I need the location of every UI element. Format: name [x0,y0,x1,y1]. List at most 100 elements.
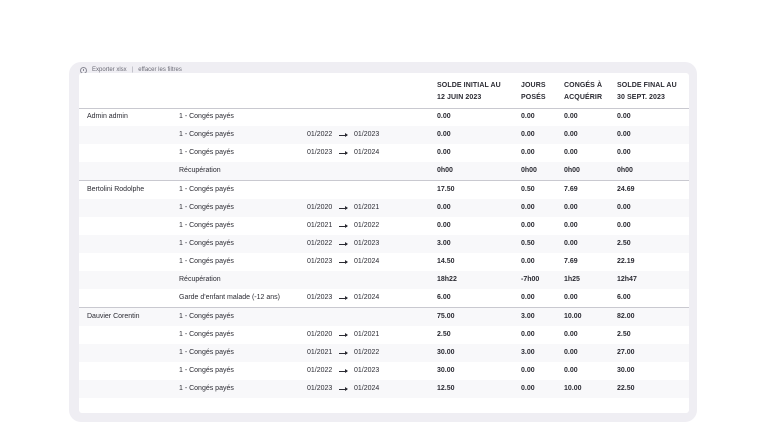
period-start: 01/2020 [307,204,333,211]
jours-poses-cell: 0.00 [521,258,535,265]
solde-initial-cell: 18h22 [437,276,457,283]
jours-poses-cell: 0.00 [521,113,535,120]
header-line: SOLDE FINAL AU [617,82,677,89]
clear-filters-link[interactable]: effacer les filtres [138,67,182,73]
solde-initial-cell: 0h00 [437,167,453,174]
export-xlsx-link[interactable]: Exporter xlsx [92,67,127,73]
period-end: 01/2024 [354,149,380,156]
period-start: 01/2022 [307,240,333,247]
jours-poses-cell: 0.00 [521,222,535,229]
period-start: 01/2021 [307,349,333,356]
header-jours-poses[interactable]: JOURS POSÉS [521,80,546,104]
period-end: 01/2022 [354,349,380,356]
leave-type: 1 - Congés payés [179,149,234,156]
table-row: 1 - Congés payés 01/2023 01/2024 0.00 0.00 0.… [79,144,689,162]
period-end: 01/2021 [354,331,380,338]
solde-initial-cell: 0.00 [437,204,451,211]
leave-balance-table: SOLDE INITIAL AU 12 JUIN 2023 JOURS POSÉ… [79,73,689,413]
header-line: 12 JUIN 2023 [437,94,482,101]
arrow-right-icon [339,386,348,391]
period-end: 01/2021 [354,204,380,211]
period-end: 01/2023 [354,367,380,374]
header-line: CONGÉS À [564,82,603,89]
solde-final-cell: 0.00 [617,204,631,211]
jours-poses-cell: 0.00 [521,131,535,138]
jours-poses-cell: 3.00 [521,349,535,356]
solde-final-cell: 27.00 [617,349,635,356]
solde-initial-cell: 2.50 [437,331,451,338]
solde-initial-cell: 17.50 [437,186,455,193]
table-row: Récupération 18h22 -7h00 1h25 12h47 [79,271,689,289]
conges-acquerir-cell: 1h25 [564,276,580,283]
period-start: 01/2023 [307,294,333,301]
table-row: Dauvier Corentin 1 - Congés payés 75.00 3.0… [79,307,689,326]
header-line: SOLDE INITIAL AU [437,82,501,89]
leave-type: 1 - Congés payés [179,113,234,120]
table-header: SOLDE INITIAL AU 12 JUIN 2023 JOURS POSÉ… [79,73,689,109]
table-row: 1 - Congés payés 01/2022 01/2023 0.00 0.00 0.… [79,126,689,144]
solde-initial-cell: 0.00 [437,113,451,120]
header-solde-initial[interactable]: SOLDE INITIAL AU 12 JUIN 2023 [437,80,501,104]
leave-type: 1 - Congés payés [179,349,234,356]
solde-final-cell: 24.69 [617,186,635,193]
conges-acquerir-cell: 0.00 [564,331,578,338]
solde-initial-cell: 3.00 [437,240,451,247]
table-row: 1 - Congés payés 01/2020 01/2021 2.50 0.00 0.… [79,326,689,344]
conges-acquerir-cell: 0.00 [564,349,578,356]
period-start: 01/2020 [307,331,333,338]
solde-final-cell: 0h00 [617,167,633,174]
period-end: 01/2024 [354,294,380,301]
arrow-right-icon [339,150,348,155]
leave-type: 1 - Congés payés [179,131,234,138]
leave-type: 1 - Congés payés [179,186,234,193]
arrow-right-icon [339,241,348,246]
period-end: 01/2023 [354,131,380,138]
period-start: 01/2021 [307,222,333,229]
conges-acquerir-cell: 10.00 [564,313,582,320]
table-row: Récupération 0h00 0h00 0h00 0h00 [79,162,689,180]
conges-acquerir-cell: 0h00 [564,167,580,174]
conges-acquerir-cell: 0.00 [564,204,578,211]
leave-type: Garde d'enfant malade (-12 ans) [179,294,280,301]
header-solde-final[interactable]: SOLDE FINAL AU 30 SEPT. 2023 [617,80,677,104]
table-row: Bertolini Rodolphe 1 - Congés payés 17.50 0… [79,180,689,199]
leave-type: 1 - Congés payés [179,331,234,338]
employee-name: Bertolini Rodolphe [87,186,145,193]
table-row: 1 - Congés payés 01/2023 01/2024 14.50 0.00 7… [79,253,689,271]
table-row: 1 - Congés payés 01/2021 01/2022 30.00 3.00 0… [79,344,689,362]
period-end: 01/2024 [354,258,380,265]
leave-type: 1 - Congés payés [179,385,234,392]
period-start: 01/2023 [307,385,333,392]
period-start: 01/2023 [307,258,333,265]
header-line: 30 SEPT. 2023 [617,94,665,101]
jours-poses-cell: 0.00 [521,294,535,301]
jours-poses-cell: 0.00 [521,149,535,156]
conges-acquerir-cell: 7.69 [564,258,578,265]
conges-acquerir-cell: 0.00 [564,113,578,120]
jours-poses-cell: 0h00 [521,167,537,174]
solde-initial-cell: 30.00 [437,349,455,356]
solde-final-cell: 2.50 [617,240,631,247]
solde-final-cell: 2.50 [617,331,631,338]
arrow-right-icon [339,132,348,137]
jours-poses-cell: 0.00 [521,385,535,392]
period-end: 01/2023 [354,240,380,247]
solde-initial-cell: 0.00 [437,222,451,229]
solde-final-cell: 0.00 [617,149,631,156]
period-start: 01/2023 [307,149,333,156]
solde-initial-cell: 30.00 [437,367,455,374]
solde-final-cell: 0.00 [617,113,631,120]
conges-acquerir-cell: 7.69 [564,186,578,193]
table-row: 1 - Congés payés 01/2020 01/2021 0.00 0.00 0.… [79,199,689,217]
solde-initial-cell: 6.00 [437,294,451,301]
solde-final-cell: 12h47 [617,276,637,283]
leave-type: 1 - Congés payés [179,204,234,211]
arrow-right-icon [339,295,348,300]
period-end: 01/2024 [354,385,380,392]
leave-type: Récupération [179,276,221,283]
header-conges-acquerir[interactable]: CONGÉS À ACQUÉRIR [564,80,602,104]
arrow-right-icon [339,332,348,337]
header-line: POSÉS [521,94,546,101]
jours-poses-cell: 0.50 [521,240,535,247]
table-row: 1 - Congés payés 01/2022 01/2023 30.00 0.00 0… [79,362,689,380]
